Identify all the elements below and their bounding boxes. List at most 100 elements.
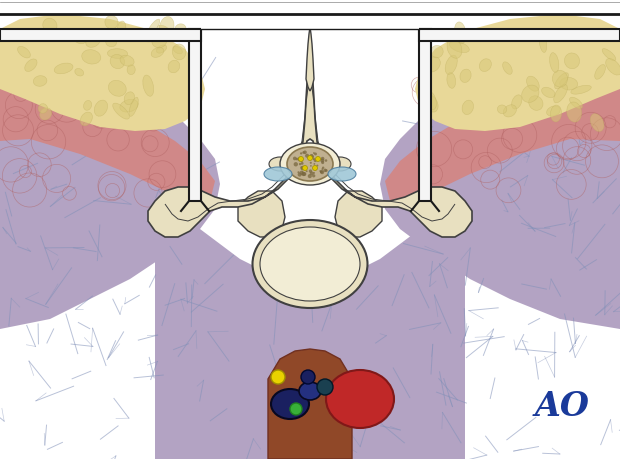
Ellipse shape [129, 97, 138, 116]
Ellipse shape [94, 100, 107, 116]
Circle shape [298, 171, 299, 174]
Ellipse shape [173, 46, 182, 54]
Polygon shape [238, 191, 285, 237]
Ellipse shape [168, 60, 180, 73]
Circle shape [303, 151, 305, 154]
Circle shape [306, 170, 308, 172]
Circle shape [321, 161, 324, 164]
Ellipse shape [105, 16, 118, 29]
Circle shape [303, 151, 307, 154]
Ellipse shape [503, 62, 512, 74]
Ellipse shape [521, 85, 539, 102]
Ellipse shape [497, 105, 507, 114]
Circle shape [303, 166, 308, 170]
Ellipse shape [329, 157, 351, 171]
Circle shape [310, 165, 312, 167]
Ellipse shape [425, 57, 440, 72]
Ellipse shape [479, 59, 492, 72]
Ellipse shape [549, 53, 559, 73]
Ellipse shape [152, 33, 167, 48]
Ellipse shape [529, 96, 543, 110]
Ellipse shape [127, 65, 135, 75]
Ellipse shape [526, 76, 539, 91]
Ellipse shape [547, 106, 560, 116]
Circle shape [311, 156, 314, 158]
Ellipse shape [590, 114, 604, 131]
Circle shape [301, 172, 306, 176]
Polygon shape [201, 0, 419, 29]
Ellipse shape [120, 55, 134, 66]
Ellipse shape [84, 101, 92, 110]
Circle shape [313, 152, 315, 154]
Polygon shape [306, 27, 314, 91]
Circle shape [313, 158, 315, 159]
Ellipse shape [175, 24, 186, 34]
Ellipse shape [86, 36, 100, 47]
Circle shape [322, 167, 324, 169]
Ellipse shape [143, 75, 154, 96]
Circle shape [309, 157, 312, 160]
Circle shape [321, 157, 324, 161]
Ellipse shape [447, 73, 456, 88]
Ellipse shape [38, 104, 48, 113]
Ellipse shape [567, 102, 582, 122]
Circle shape [301, 160, 303, 162]
Ellipse shape [120, 100, 138, 112]
Polygon shape [268, 349, 352, 459]
Ellipse shape [269, 157, 291, 171]
Ellipse shape [252, 220, 368, 308]
Circle shape [312, 174, 316, 178]
Circle shape [300, 166, 303, 169]
Circle shape [321, 158, 324, 162]
Circle shape [313, 158, 314, 160]
Ellipse shape [271, 389, 309, 419]
Ellipse shape [418, 112, 430, 120]
Polygon shape [415, 14, 620, 131]
Polygon shape [189, 29, 201, 201]
Circle shape [308, 156, 312, 161]
Circle shape [314, 163, 315, 165]
Ellipse shape [43, 18, 57, 33]
Polygon shape [0, 29, 201, 41]
Ellipse shape [419, 28, 431, 40]
Circle shape [298, 157, 304, 162]
Polygon shape [335, 191, 382, 237]
Polygon shape [419, 29, 431, 201]
Ellipse shape [264, 167, 292, 181]
Polygon shape [148, 67, 472, 237]
Ellipse shape [570, 97, 583, 108]
Circle shape [300, 152, 303, 155]
Circle shape [309, 154, 314, 158]
Ellipse shape [531, 30, 551, 39]
Ellipse shape [134, 28, 153, 42]
Ellipse shape [25, 59, 37, 72]
Circle shape [320, 170, 324, 174]
Ellipse shape [159, 17, 174, 38]
Circle shape [305, 154, 309, 158]
Ellipse shape [123, 28, 133, 40]
Circle shape [312, 166, 317, 170]
Ellipse shape [328, 167, 356, 181]
Circle shape [271, 370, 285, 384]
Circle shape [302, 166, 304, 168]
Circle shape [302, 171, 304, 173]
Circle shape [320, 171, 322, 173]
Circle shape [317, 379, 333, 395]
Circle shape [310, 162, 312, 164]
Circle shape [321, 168, 323, 170]
Circle shape [303, 172, 306, 176]
Ellipse shape [512, 95, 522, 109]
Ellipse shape [460, 69, 471, 83]
Ellipse shape [107, 49, 128, 58]
Circle shape [301, 173, 304, 175]
Circle shape [319, 170, 321, 172]
Ellipse shape [156, 45, 167, 53]
Ellipse shape [571, 85, 591, 94]
Ellipse shape [33, 76, 47, 86]
Circle shape [309, 169, 312, 173]
Ellipse shape [280, 143, 340, 185]
Circle shape [294, 162, 298, 167]
Ellipse shape [552, 70, 567, 87]
Circle shape [299, 163, 301, 165]
Ellipse shape [110, 55, 125, 69]
